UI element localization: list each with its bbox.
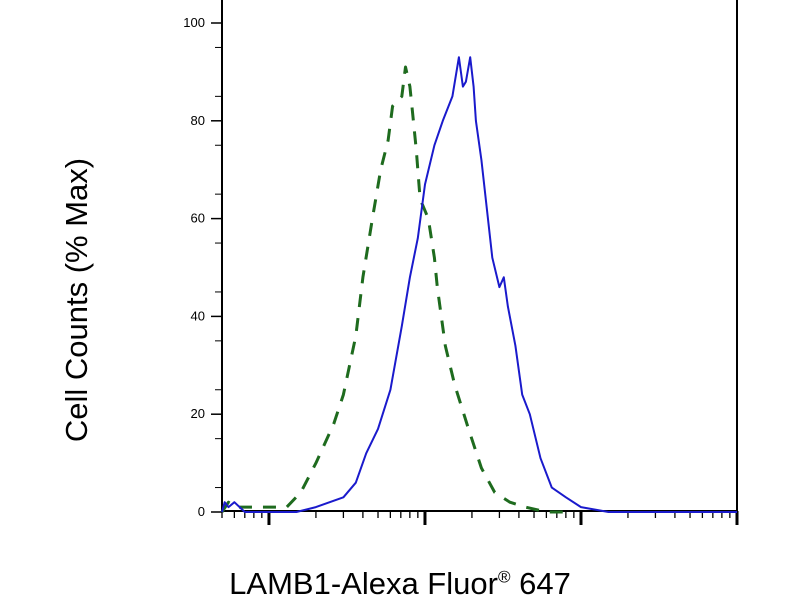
- registered-mark: ®: [497, 567, 511, 587]
- y-tick-label: 100: [183, 15, 205, 30]
- y-tick-label: 20: [191, 406, 205, 421]
- dashed-series-line: [220, 65, 574, 514]
- y-axis-title: Cell Counts (% Max): [59, 157, 94, 443]
- x-axis-title-text: LAMB1-Alexa Fluor: [229, 566, 498, 601]
- y-tick-label: 60: [191, 211, 205, 226]
- y-tick-label: 0: [198, 504, 205, 519]
- x-axis-title-suffix: 647: [519, 566, 571, 601]
- x-axis-title: LAMB1-Alexa Fluor® 647: [0, 566, 800, 602]
- y-tick-label: 80: [191, 113, 205, 128]
- solid-series-line: [221, 56, 737, 513]
- y-tick-label: 40: [191, 308, 205, 323]
